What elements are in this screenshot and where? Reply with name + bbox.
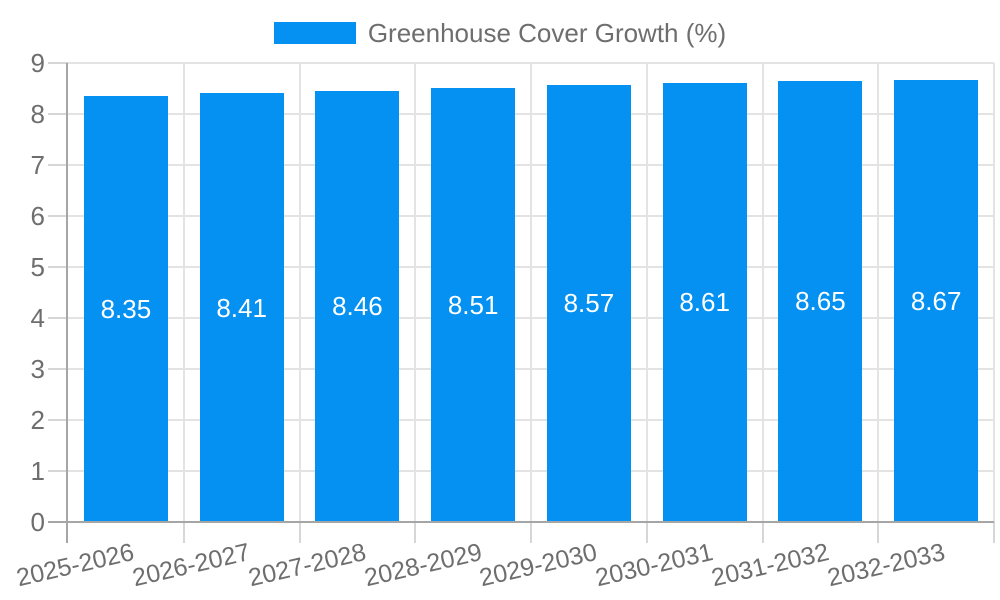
v-gridline [298,63,301,522]
legend-item[interactable]: Greenhouse Cover Growth (%) [0,18,1000,48]
y-tick-label: 8 [30,99,45,129]
v-gridline [414,63,417,522]
x-tick-label: 2025-2026 [14,538,137,593]
x-axis-tick [877,522,880,543]
y-axis-tick [48,62,68,64]
bar-value-label: 8.65 [795,286,846,317]
v-gridline [530,63,532,522]
y-axis-tick [48,317,68,319]
y-axis-tick [48,113,68,115]
y-tick-label: 6 [30,201,45,231]
bar [315,90,400,522]
bar-value-label: 8.61 [679,287,730,318]
x-axis-tick [298,522,301,543]
x-axis-tick [182,522,185,543]
x-axis-tick [993,522,995,543]
y-tick-label: 9 [30,48,45,78]
y-tick-label: 2 [30,405,45,435]
y-tick-label: 5 [30,252,45,282]
bar [431,87,516,522]
y-tick-label: 4 [30,303,45,333]
x-tick-label: 2027-2028 [245,538,369,593]
bar [662,82,747,522]
x-tick-label: 2029-2030 [477,538,600,593]
y-tick-label: 1 [30,456,45,486]
y-axis-tick [48,470,68,472]
y-axis-tick [48,215,68,217]
bar [546,84,631,522]
y-axis-tick [48,164,68,166]
bar [778,80,863,522]
bar-value-label: 8.67 [910,285,962,316]
y-axis-tick [48,266,68,268]
bar-value-label: 8.35 [100,294,152,325]
v-gridline [993,63,995,522]
v-gridline [645,63,648,522]
y-tick-label: 0 [30,507,45,537]
x-tick-label: 2028-2029 [361,538,485,593]
bar [894,79,979,522]
y-tick-label: 7 [30,150,45,180]
x-axis-line [48,521,994,523]
v-gridline [877,63,880,522]
x-tick-label: 2032-2033 [824,538,948,593]
bar-value-label: 8.46 [332,291,383,322]
v-gridline [761,63,764,522]
bar [199,93,284,522]
x-axis-tick [645,522,648,543]
x-tick-label: 2030-2031 [592,538,716,593]
x-tick-label: 2031-2032 [708,538,832,593]
bar-value-label: 8.57 [563,288,615,319]
x-axis-tick [761,522,764,543]
legend-swatch [273,22,356,44]
bar [83,96,168,522]
y-axis-tick [48,368,68,370]
y-axis-line [66,63,68,543]
bar-value-label: 8.41 [216,292,267,323]
x-axis-tick [530,522,532,543]
legend-label: Greenhouse Cover Growth (%) [367,18,727,48]
y-tick-label: 3 [30,354,45,384]
x-axis-tick [414,522,417,543]
v-gridline [182,63,185,522]
bar-value-label: 8.51 [447,289,499,320]
x-tick-label: 2026-2027 [129,538,253,593]
y-axis-tick [48,419,68,421]
